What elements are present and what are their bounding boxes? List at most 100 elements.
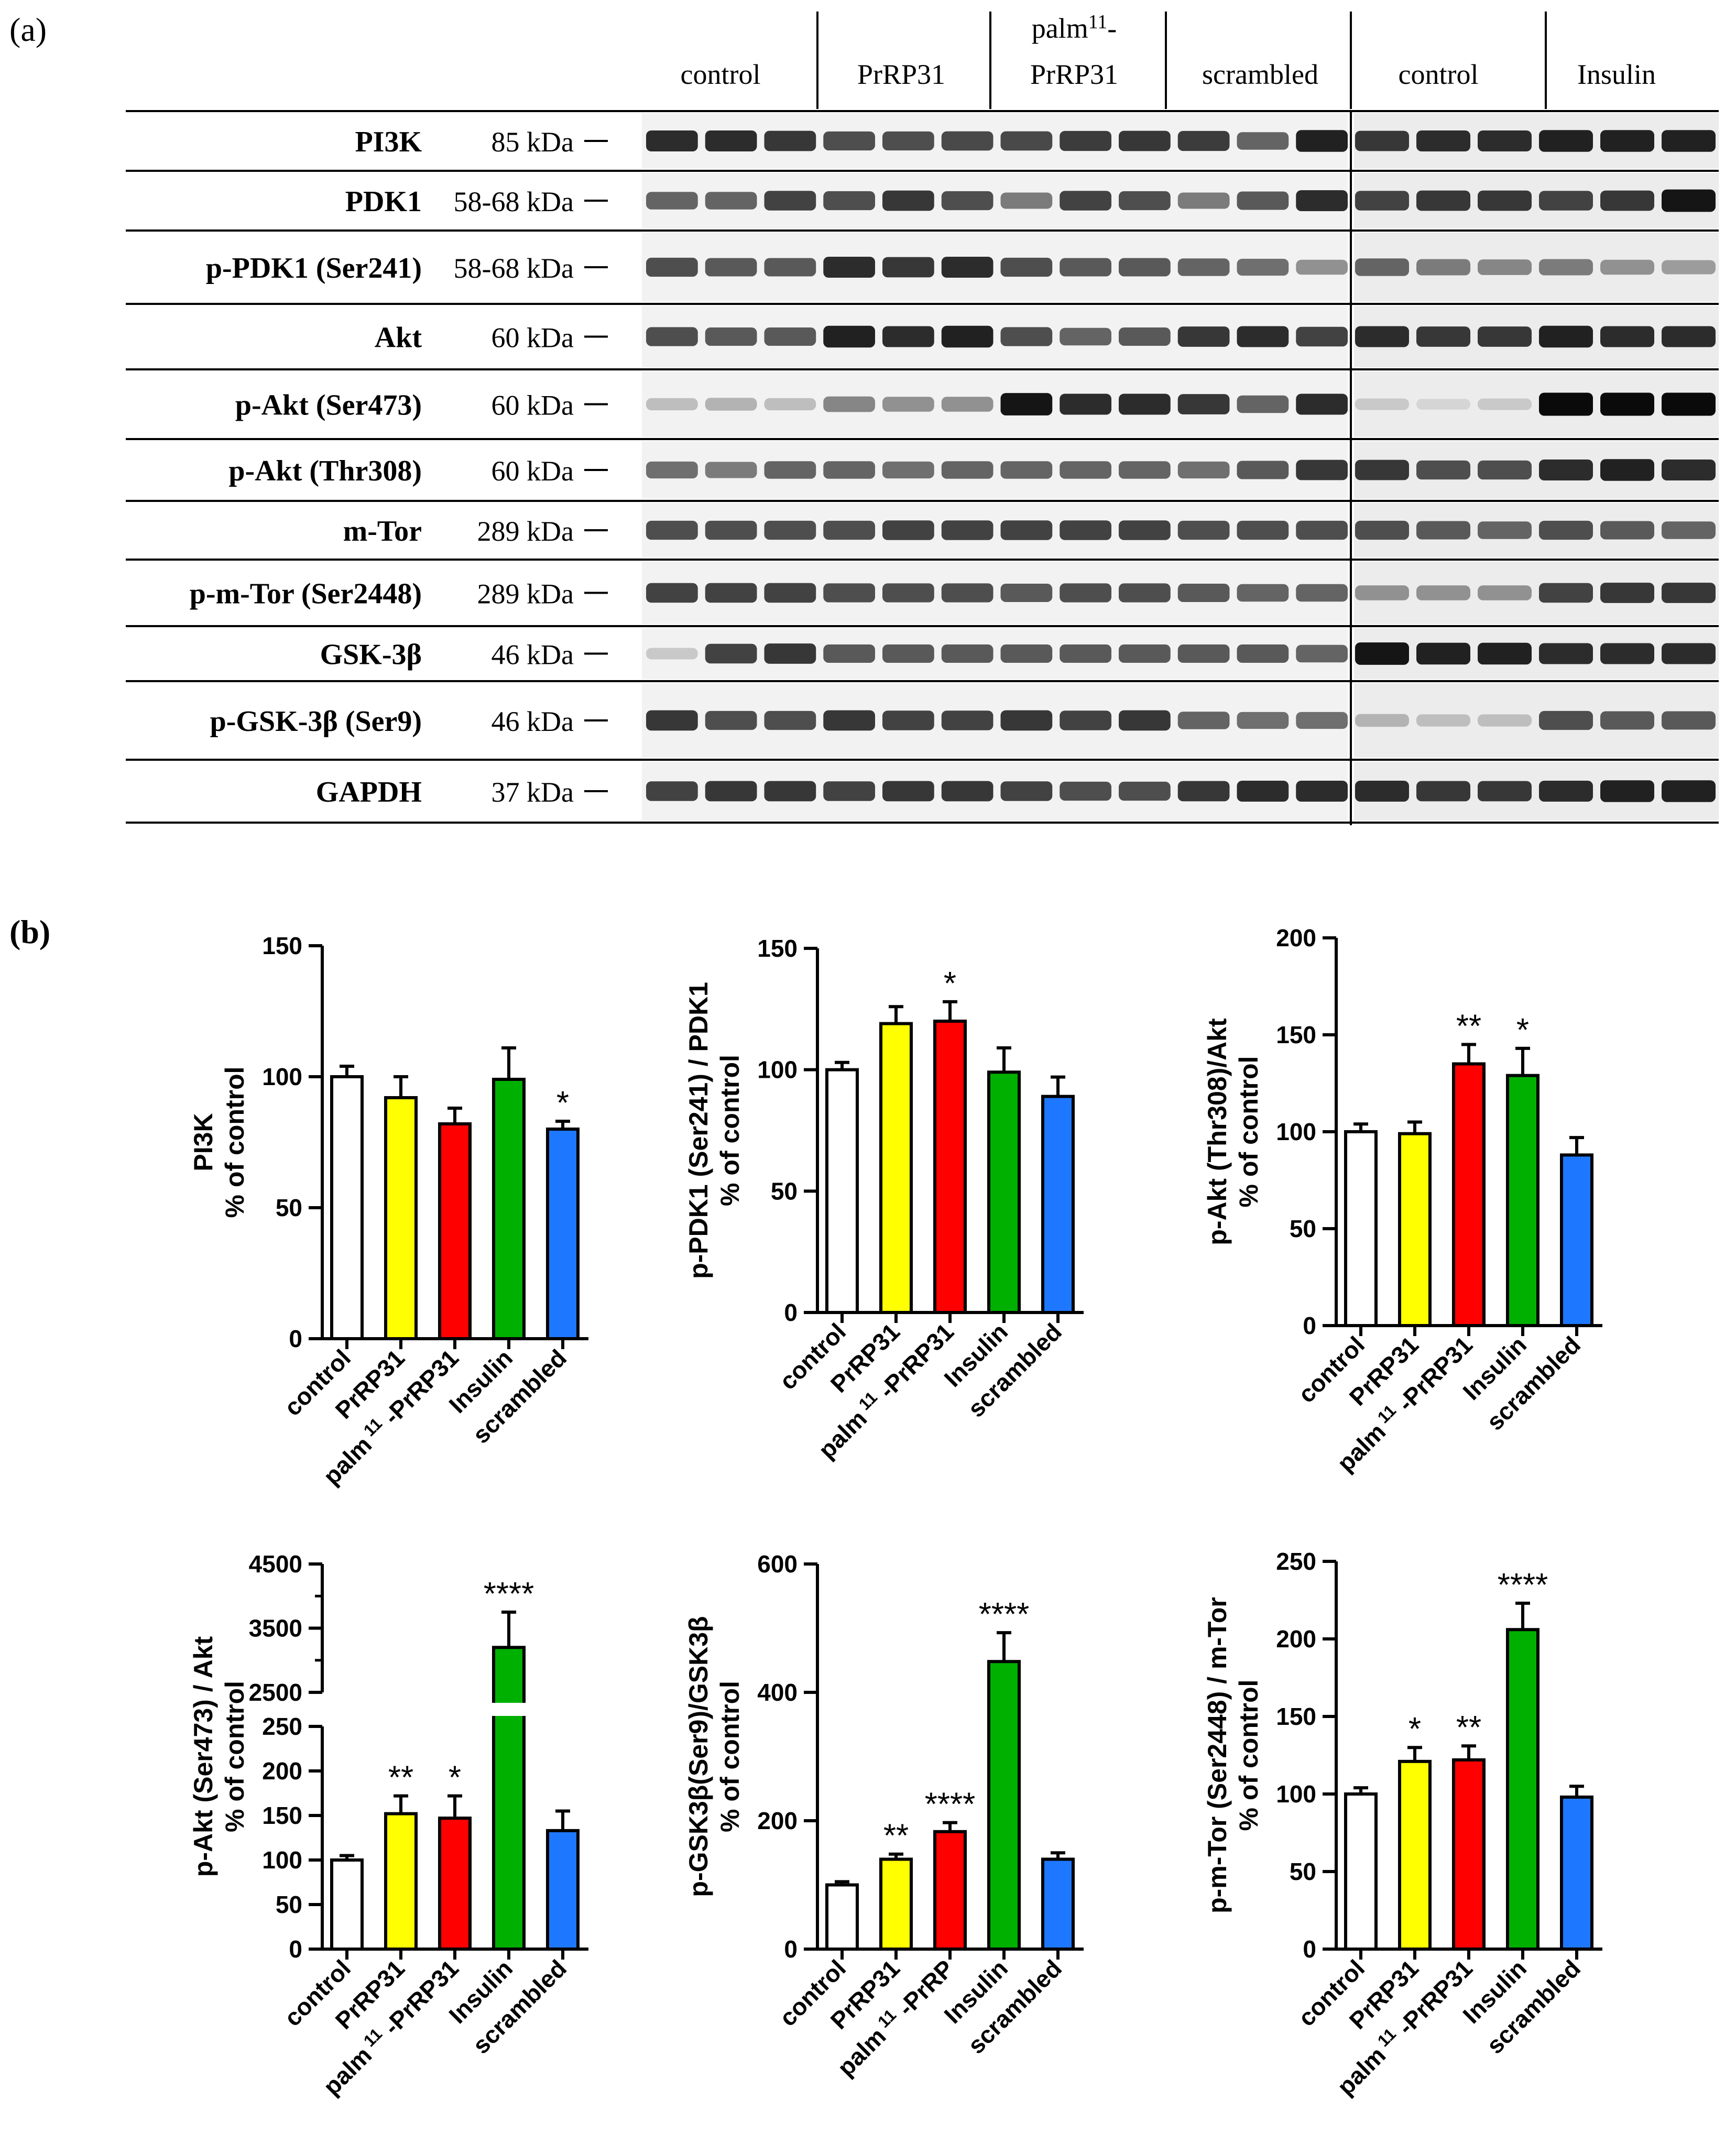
protein-band [1662,643,1716,664]
protein-band [823,325,875,348]
bar [1398,1759,1432,1951]
protein-band [1296,644,1348,663]
y-tick-label: 3500 [249,1615,302,1642]
significance-marker: * [1516,1012,1529,1048]
protein-band [1060,258,1111,277]
protein-band [1416,521,1470,540]
y-tick-label: 50 [1290,1215,1316,1242]
protein-label: p-Akt (Thr308) [228,455,422,487]
protein-band [764,398,816,411]
significance-marker: **** [925,1787,976,1823]
protein-band [1177,326,1230,347]
protein-band [1478,781,1532,802]
membrane-strip [642,173,1348,228]
protein-band [1355,326,1409,347]
protein-band [1355,191,1409,211]
bar [438,1817,472,1951]
mw-label: 289 kDa [477,578,574,610]
y-axis-label: p-Akt (Ser473) / Akt [189,1636,218,1877]
protein-band [1662,260,1716,275]
protein-band [764,258,816,277]
protein-band [764,710,816,730]
protein-band [646,192,698,210]
protein-band [1237,191,1289,210]
bar [492,1646,526,1951]
mw-label: 46 kDa [492,706,574,737]
protein-band [1416,259,1470,276]
y-tick-label: 150 [757,935,798,962]
protein-band [1119,327,1171,346]
lane-group-label: PrRP31 [1030,59,1118,90]
protein-band [1060,520,1111,540]
protein-band [1416,714,1470,727]
protein-band [1416,585,1470,600]
protein-band [1478,326,1532,347]
y-tick-label: 2500 [249,1679,302,1706]
protein-band [1478,642,1532,665]
significance-marker: ** [883,1818,909,1854]
protein-band [1119,130,1171,151]
protein-band [1539,780,1593,802]
protein-band [1060,130,1111,151]
protein-band [1060,644,1111,663]
significance-marker: * [449,1760,461,1796]
protein-band [1662,459,1716,481]
membrane-strip [1354,441,1719,499]
protein-band [1539,459,1593,481]
bar-chart: 0 50 100 150 200 250 p-m-Tor (Ser2448) / m-Tor… [1203,1548,1602,2101]
axis-break-gap [492,1703,526,1716]
protein-band [1060,393,1111,415]
mw-label: 37 kDa [492,776,574,808]
membrane-strip [642,503,1348,557]
lane-group-label: control [1399,59,1479,90]
y-tick-label: 50 [771,1177,798,1205]
blot-row: p-GSK-3β (Ser9) 46 kDa [210,683,1719,758]
membrane-strip [642,628,1348,679]
protein-band [823,644,875,663]
protein-band [1478,460,1532,480]
protein-band [941,644,993,663]
y-tick-label: 0 [784,1935,798,1963]
y-tick-label: 0 [289,1935,302,1963]
protein-band [764,327,816,346]
western-blot-panel: control PrRP31 palm11- PrRP31 scrambled contr… [126,11,1719,825]
protein-band [882,710,934,730]
y-axis-label: p-GSK3β(Ser9)/GSK3β [684,1616,713,1897]
protein-band [1177,584,1230,602]
protein-band [1237,461,1289,479]
membrane-strip [642,233,1348,302]
protein-band [823,781,875,801]
bar [879,1857,913,1951]
protein-label: PI3K [355,126,422,158]
blot-row: GSK-3β 46 kDa [320,628,1719,679]
protein-band [1177,192,1230,209]
membrane-strip [642,113,1348,169]
lane-group-label: control [681,59,761,90]
mw-label: 60 kDa [492,322,574,354]
protein-band [1355,780,1409,802]
protein-band [705,258,757,277]
bar [1560,1153,1593,1327]
protein-band [1539,583,1593,603]
protein-band [1600,326,1654,347]
protein-band [1000,461,1053,479]
protein-band [1478,585,1532,600]
protein-band [1662,130,1716,152]
membrane-strip [1354,173,1719,228]
protein-band [1119,781,1171,801]
protein-band [705,462,757,478]
protein-band [1355,642,1409,665]
protein-band [1237,520,1289,540]
protein-band [1060,781,1111,801]
protein-band [1119,393,1171,415]
membrane-strip [1354,113,1719,169]
protein-label: p-PDK1 (Ser241) [206,252,422,285]
protein-band [646,327,698,346]
protein-band [646,461,698,479]
protein-band [646,398,698,411]
bar [1344,1130,1378,1327]
protein-band [1237,258,1289,276]
